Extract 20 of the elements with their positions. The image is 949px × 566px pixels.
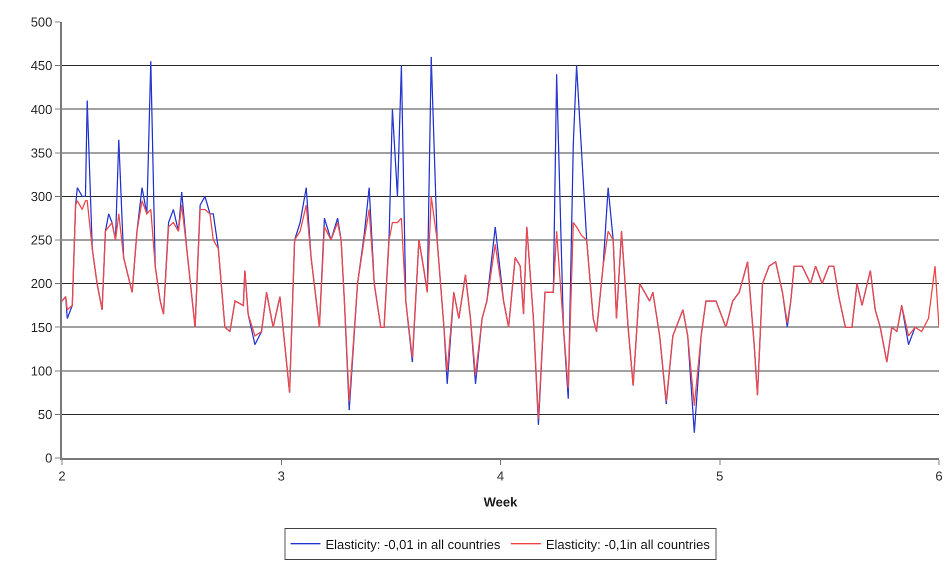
y-tick-label: 250 [30, 232, 52, 248]
y-tick-label: 300 [30, 188, 52, 204]
y-tick-label: 350 [30, 145, 52, 160]
legend-label: Elasticity: -0,01 in all countries [326, 536, 501, 552]
y-tick-label: 150 [30, 320, 52, 335]
y-tick-label: 100 [30, 363, 52, 378]
legend-label: Elasticity: -0,1in all countries [546, 536, 710, 552]
y-tick-label: 400 [30, 102, 52, 117]
x-tick-label: 2 [58, 468, 66, 484]
y-tick-label: 450 [30, 58, 52, 74]
x-tick-label: 5 [716, 468, 724, 484]
y-tick-label: 200 [30, 276, 52, 292]
x-tick-label: 3 [278, 468, 285, 484]
y-tick-label: 50 [38, 406, 52, 422]
x-axis-title: Week [484, 494, 518, 510]
line-series [62, 196, 939, 420]
x-tick-label: 4 [496, 468, 504, 484]
y-tick-label: 500 [30, 14, 52, 30]
y-tick-label: 0 [45, 450, 52, 466]
x-tick-label: 6 [935, 468, 943, 484]
